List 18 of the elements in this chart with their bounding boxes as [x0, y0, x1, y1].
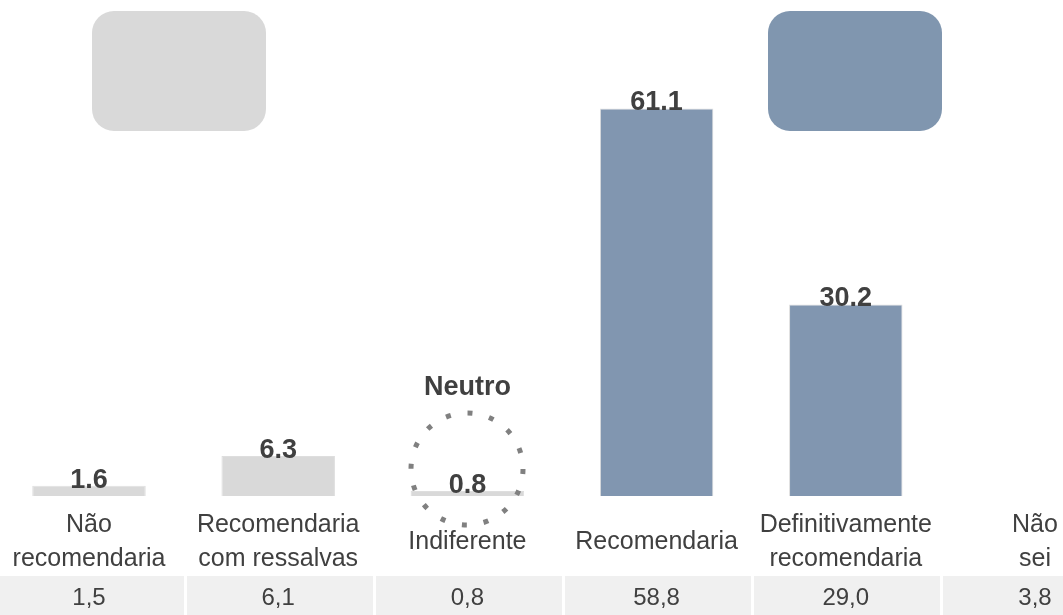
text: 1,5: [72, 581, 106, 611]
text: 29,0: [822, 581, 870, 611]
data-label: 6.3: [259, 434, 297, 465]
x-tick-label: Indiferente: [408, 526, 527, 555]
x-tick-label: Recomendaria com ressalvas: [196, 508, 360, 572]
data-label: 30.2: [819, 282, 873, 313]
x-tick-label: Definitivamente recomendaria: [759, 508, 932, 572]
data-label: 1.6: [70, 463, 108, 494]
text: 58,8: [633, 581, 680, 611]
text: 0,8: [450, 581, 485, 611]
text: 3,8: [1018, 581, 1052, 611]
annotation: Neutro: [423, 371, 511, 401]
data-label: 0.8: [448, 468, 487, 499]
x-tick-label: Não sei: [1012, 508, 1058, 572]
x-tick-label: Não recomendaria: [12, 508, 166, 572]
data-label: 61.1: [630, 86, 683, 117]
text: 6,1: [261, 581, 295, 611]
x-tick-label: Recomendaria: [575, 526, 738, 555]
